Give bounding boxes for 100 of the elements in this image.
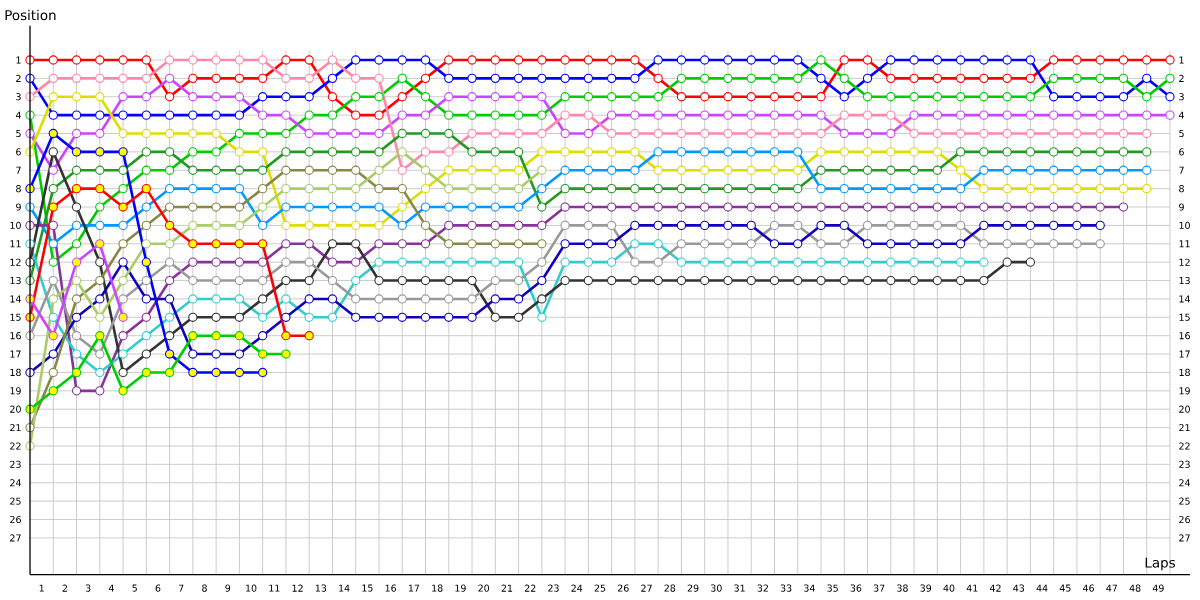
point — [676, 165, 687, 175]
point — [1095, 239, 1105, 249]
point — [537, 202, 547, 212]
point — [467, 184, 477, 194]
point — [164, 55, 175, 65]
point — [909, 128, 919, 139]
point — [141, 275, 151, 286]
point — [304, 202, 314, 212]
x-tick-label: 13 — [315, 584, 327, 592]
point — [118, 110, 128, 120]
point — [909, 184, 919, 194]
point — [979, 110, 989, 120]
point — [351, 165, 361, 175]
y-tick-label: 11 — [10, 240, 21, 248]
x-tick-label: 41 — [966, 584, 978, 592]
point — [560, 184, 570, 194]
point — [955, 239, 966, 249]
point — [164, 202, 175, 212]
point — [374, 184, 384, 194]
point — [700, 92, 710, 102]
x-tick-label: 37 — [873, 584, 885, 592]
x-tick-label: 21 — [501, 584, 513, 592]
point — [397, 184, 407, 194]
point — [258, 349, 268, 359]
point — [513, 184, 524, 194]
point — [816, 184, 826, 194]
point — [1002, 239, 1012, 249]
point — [746, 275, 756, 286]
point — [1049, 184, 1059, 194]
point — [606, 128, 617, 139]
point — [653, 110, 663, 120]
point — [513, 110, 524, 120]
point — [397, 55, 407, 65]
point — [606, 202, 617, 212]
point — [188, 349, 198, 359]
y-tick-label: 4 — [15, 111, 21, 119]
point — [839, 147, 849, 157]
y2-tick-label: 26 — [1179, 515, 1190, 524]
point — [95, 257, 105, 267]
point — [351, 220, 361, 231]
point — [723, 184, 733, 194]
point — [723, 220, 733, 231]
point — [932, 220, 942, 231]
x-tick-label: 8 — [202, 584, 207, 592]
point — [95, 239, 105, 249]
point — [560, 165, 570, 175]
point — [304, 275, 314, 286]
point — [932, 55, 942, 65]
point — [188, 294, 198, 304]
point — [48, 184, 58, 194]
point — [909, 220, 919, 231]
point — [583, 73, 594, 84]
y-tick-label: 15 — [10, 313, 21, 321]
point — [164, 349, 175, 359]
point — [1049, 73, 1059, 84]
point — [327, 128, 338, 139]
point — [258, 202, 268, 212]
point — [397, 147, 407, 157]
y-tick-label: 14 — [10, 295, 21, 303]
y-tick-label: 20 — [10, 405, 21, 413]
x-tick-label: 17 — [408, 584, 420, 592]
x-tick-label: 46 — [1083, 584, 1094, 592]
point — [258, 165, 268, 175]
point — [583, 55, 594, 65]
point — [537, 275, 547, 286]
point — [188, 165, 198, 175]
point — [769, 165, 780, 175]
point — [164, 257, 175, 267]
point — [1025, 165, 1036, 175]
x-tick-label: 7 — [179, 584, 184, 592]
y-tick-label: 18 — [10, 368, 21, 377]
point — [304, 165, 314, 175]
point — [281, 257, 291, 267]
point — [258, 73, 268, 84]
point — [258, 184, 268, 194]
point — [1072, 239, 1082, 249]
point — [304, 257, 314, 267]
point — [304, 73, 314, 84]
point — [420, 239, 431, 249]
x-tick-label: 14 — [339, 584, 350, 592]
point — [1002, 128, 1012, 139]
point — [234, 312, 245, 322]
point — [48, 367, 58, 378]
point — [397, 220, 407, 231]
point — [1002, 73, 1012, 84]
point — [909, 275, 919, 286]
point — [955, 73, 966, 84]
point — [95, 184, 105, 194]
point — [1002, 110, 1012, 120]
x-tick-label: 5 — [132, 584, 137, 592]
y2-tick-label: 24 — [1179, 479, 1191, 487]
point — [188, 128, 198, 139]
point — [374, 202, 384, 212]
point — [95, 147, 105, 157]
point — [95, 275, 105, 286]
point — [141, 257, 151, 267]
point — [537, 239, 547, 249]
point — [467, 147, 477, 157]
point — [1002, 147, 1012, 157]
point — [769, 73, 780, 84]
